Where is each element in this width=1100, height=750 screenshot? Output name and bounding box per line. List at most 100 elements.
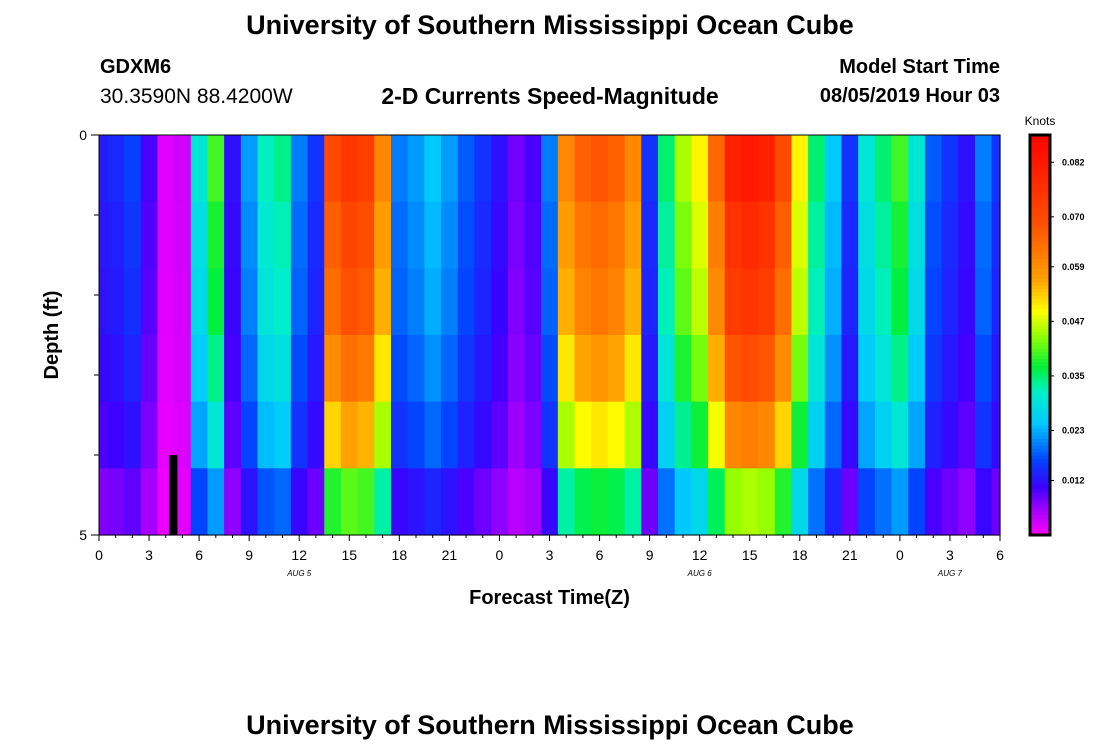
heatmap-cell [307,268,325,336]
heatmap-cell [574,468,592,536]
heatmap-cell [524,401,542,469]
heatmap-cell [340,135,359,203]
heatmap-cell [941,401,959,469]
heatmap-cell [124,201,142,269]
heatmap-cell [157,401,175,469]
heatmap-cell [307,335,325,403]
heatmap-cell [624,401,642,469]
heatmap-cell [791,468,809,536]
colorbar-segment [1030,338,1050,343]
colorbar-segment [1030,398,1050,403]
heatmap-cell [474,401,492,469]
colorbar-segment [1030,505,1050,509]
heatmap-cell [457,468,476,536]
heatmap-cell [924,201,943,269]
heatmap-cell [474,135,492,203]
colorbar-segment [1030,238,1050,243]
heatmap-cell [691,468,709,536]
heatmap-cell [441,401,459,469]
heatmap-cell [858,201,876,269]
heatmap-cell [624,335,642,403]
heatmap-cell [507,268,526,336]
colorbar-segment [1030,441,1050,446]
x-tick-label: 3 [946,547,954,563]
heatmap-cell [657,335,676,403]
heatmap-cell [641,135,659,203]
colorbar-segment [1030,528,1050,533]
heatmap-cell [858,335,876,403]
chart-subtitle: 2-D Currents Speed-Magnitude [381,83,719,109]
colorbar-segment [1030,455,1050,459]
colorbar-segment [1030,211,1050,216]
heatmap-cell [607,401,626,469]
heatmap-cell [891,268,909,336]
x-tick-label: 12 [692,547,708,563]
x-tick-label: 9 [245,547,253,563]
heatmap-cell [424,335,442,403]
heatmap-cell [224,401,242,469]
footer-title: University of Southern Mississippi Ocean… [246,710,854,740]
heatmap-cell [257,335,275,403]
heatmap-cell [824,468,843,536]
masked-data-bar [169,455,178,535]
colorbar-segment [1030,468,1050,473]
heatmap-cell [941,135,959,203]
heatmap-cell [541,401,559,469]
heatmap-cell [190,135,209,203]
heatmap-cell [691,335,709,403]
heatmap-cell [491,201,509,269]
heatmap-cell [557,401,576,469]
heatmap-cell [491,335,509,403]
heatmap-cell [674,201,692,269]
colorbar-segment [1030,248,1050,253]
heatmap-cell [574,268,592,336]
heatmap-cell [357,335,375,403]
station-coordinates: 30.3590N 88.4200W [100,85,293,108]
heatmap-cell [824,135,843,203]
colorbar-segment [1030,148,1050,153]
heatmap-cell [924,135,943,203]
colorbar-segment [1030,508,1050,513]
colorbar-segment [1030,345,1050,349]
heatmap-cell [441,201,459,269]
heatmap-cell [174,268,192,336]
heatmap-cell [324,335,342,403]
heatmap-cell [207,468,225,536]
heatmap-cell [724,268,742,336]
heatmap-cell [307,401,325,469]
heatmap-cell [290,335,309,403]
y-axis-title: Depth (ft) [41,291,63,380]
station-id: GDXM6 [100,56,172,78]
colorbar-segment [1030,161,1050,166]
heatmap-cell [357,268,375,336]
heatmap-cell [507,201,526,269]
heatmap-cell [758,468,776,536]
heatmap-cell [240,268,259,336]
heatmap-cell [424,468,442,536]
heatmap-cell [491,135,509,203]
heatmap-cell [974,401,993,469]
heatmap-cell [491,268,509,336]
x-tick-label: 6 [195,547,203,563]
heatmap-cell [741,401,759,469]
colorbar-segment [1030,411,1050,416]
x-tick-label: 12 [291,547,307,563]
heatmap-cell [324,201,342,269]
heatmap-cell [240,135,259,203]
x-tick-label: 21 [442,547,458,563]
heatmap-cell [958,135,976,203]
heatmap-cell [958,335,976,403]
heatmap-cell [991,268,1001,336]
heatmap-cell [124,468,142,536]
colorbar-segment [1030,135,1050,139]
colorbar-segment [1030,428,1050,433]
heatmap-cell [557,468,576,536]
colorbar-segment [1030,218,1050,223]
heatmap-cell [324,401,342,469]
colorbar-segment [1030,395,1050,399]
heatmap-cell [174,201,192,269]
heatmap-cell [808,201,826,269]
heatmap-cell [390,268,409,336]
heatmap-cell [741,335,759,403]
heatmap-cell [708,268,726,336]
